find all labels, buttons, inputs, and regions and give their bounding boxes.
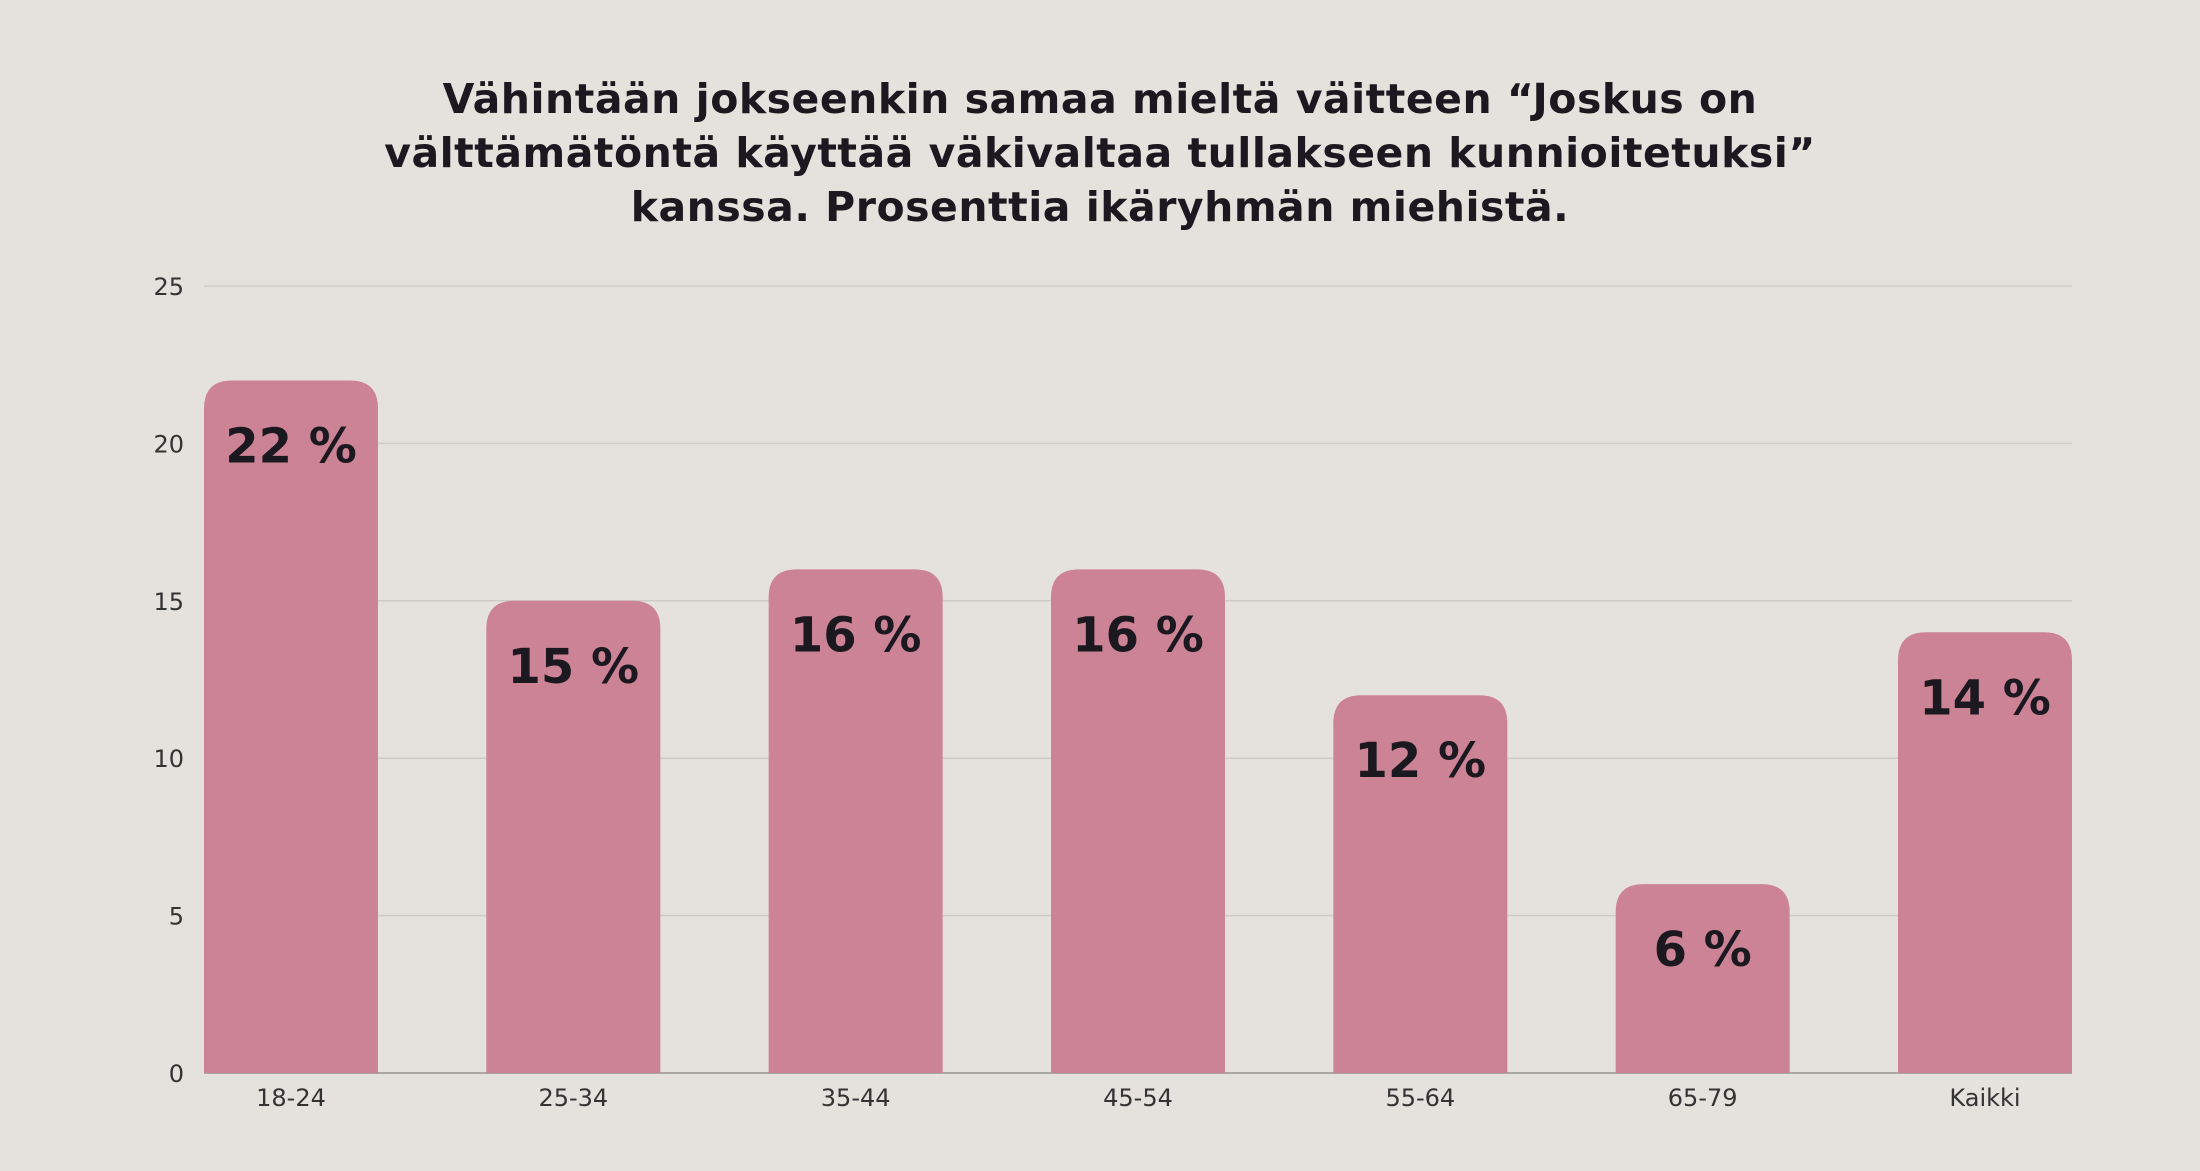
bar-25-34 — [486, 600, 661, 1073]
x-category-label: 55-64 — [1385, 1084, 1455, 1112]
data-label: 12 % — [1355, 733, 1487, 789]
data-label: 6 % — [1654, 922, 1752, 978]
bar-65-79 — [1615, 884, 1790, 1073]
chart-title-line-2: välttämätöntä käyttää väkivaltaa tullaks… — [384, 129, 1816, 177]
bar-55-64 — [1333, 695, 1508, 1073]
bar-35-44 — [768, 569, 943, 1073]
x-category-label: Kaikki — [1949, 1084, 2020, 1112]
y-tick-label: 5 — [169, 903, 184, 931]
bar-kaikki — [1898, 632, 2072, 1073]
data-label: 16 % — [1072, 607, 1204, 663]
x-category-label: 25-34 — [538, 1084, 608, 1112]
bars — [204, 380, 2072, 1073]
x-category-label: 18-24 — [256, 1084, 326, 1112]
y-axis-ticks: 0 5 10 15 20 25 — [153, 273, 184, 1088]
data-label: 22 % — [225, 418, 357, 474]
chart-title-line-1: Vähintään jokseenkin samaa mieltä väitte… — [442, 75, 1758, 123]
data-label: 15 % — [508, 639, 640, 695]
bar-45-54 — [1051, 569, 1225, 1073]
x-axis-categories: 18-24 25-34 35-44 45-54 55-64 65-79 Kaikki — [256, 1084, 2020, 1112]
x-category-label: 35-44 — [821, 1084, 891, 1112]
data-label: 16 % — [790, 607, 922, 663]
bar-18-24 — [204, 380, 378, 1073]
y-tick-label: 10 — [153, 745, 184, 773]
y-tick-label: 15 — [153, 588, 184, 616]
y-tick-label: 25 — [153, 273, 184, 301]
chart-title-line-3: kanssa. Prosenttia ikäryhmän miehistä. — [630, 183, 1570, 231]
y-tick-label: 20 — [153, 430, 184, 458]
chart-title: Vähintään jokseenkin samaa mieltä väitte… — [200, 72, 2000, 234]
data-labels: 22 % 15 % 16 % 16 % 12 % 6 % 14 % — [225, 418, 2051, 978]
x-category-label: 65-79 — [1668, 1084, 1738, 1112]
y-tick-label: 0 — [169, 1060, 184, 1088]
x-category-label: 45-54 — [1103, 1084, 1173, 1112]
data-label: 14 % — [1919, 670, 2051, 726]
